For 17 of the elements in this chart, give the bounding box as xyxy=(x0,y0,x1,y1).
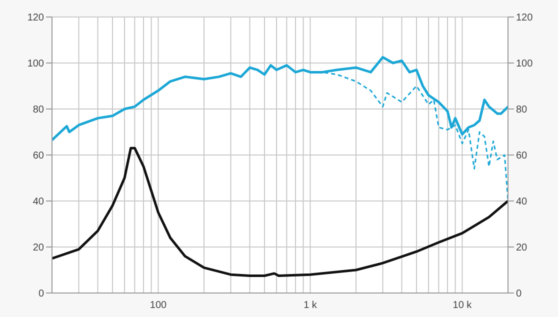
y2-tick-label: 80 xyxy=(516,104,528,116)
x-tick-label: 10 k xyxy=(452,300,473,312)
y2-tick-label: 100 xyxy=(516,58,534,70)
y-tick-label: 80 xyxy=(32,104,44,116)
x-tick-label: 1 k xyxy=(304,300,318,312)
y2-tick-label: 60 xyxy=(516,150,528,162)
y-tick-label: 0 xyxy=(38,288,44,300)
y-tick-label: 100 xyxy=(27,58,44,70)
y-tick-label: 60 xyxy=(32,150,44,162)
x-tick-label: 100 xyxy=(150,300,168,312)
y2-tick-label: 20 xyxy=(516,242,528,254)
y-tick-label: 120 xyxy=(27,12,44,24)
y2-tick-label: 40 xyxy=(516,196,528,208)
y2-tick-label: 0 xyxy=(516,288,522,300)
y2-tick-label: 120 xyxy=(516,12,534,24)
y-tick-label: 40 xyxy=(32,196,44,208)
y-tick-label: 20 xyxy=(32,242,44,254)
